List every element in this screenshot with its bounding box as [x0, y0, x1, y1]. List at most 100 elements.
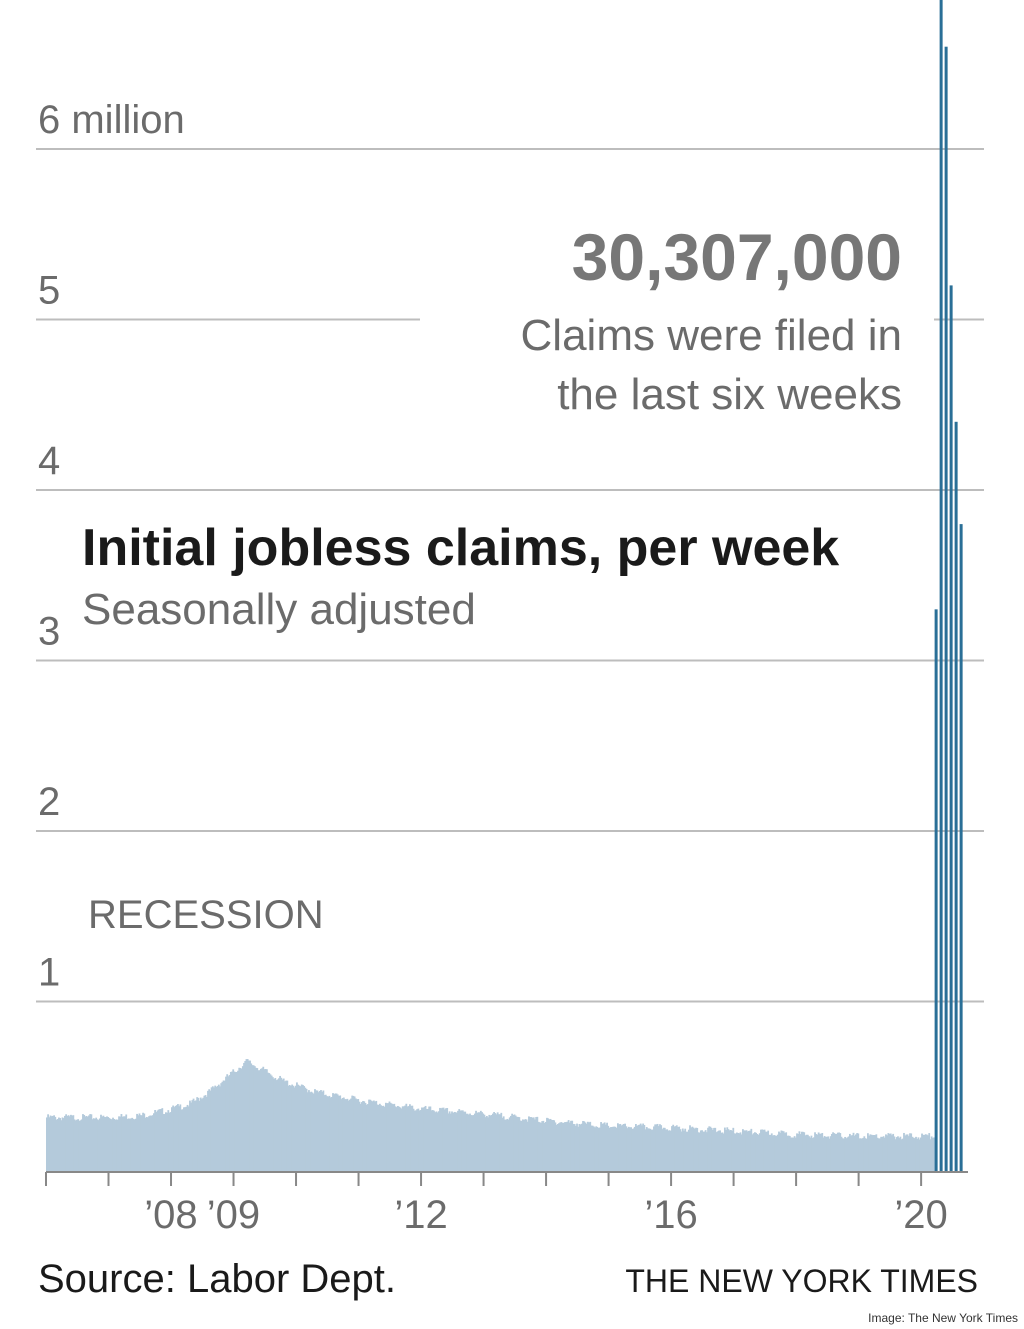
weekly-bar	[251, 1065, 254, 1172]
weekly-bar	[227, 1076, 230, 1172]
weekly-bar	[82, 1114, 84, 1172]
weekly-bar	[778, 1131, 780, 1172]
weekly-bar	[453, 1111, 456, 1172]
y-tick-label: 1	[38, 951, 60, 995]
weekly-bar	[495, 1114, 498, 1172]
weekly-bar	[785, 1132, 788, 1172]
weekly-bar	[727, 1129, 730, 1172]
weekly-bar	[323, 1095, 326, 1172]
weekly-bar	[653, 1126, 655, 1172]
weekly-bar	[150, 1115, 153, 1172]
weekly-bar	[764, 1131, 767, 1172]
weekly-bar	[297, 1084, 300, 1172]
weekly-bar	[317, 1092, 320, 1172]
weekly-bar	[228, 1075, 231, 1172]
weekly-bar	[79, 1120, 82, 1172]
weekly-bar	[406, 1106, 409, 1172]
weekly-bar	[293, 1087, 296, 1172]
weekly-bar	[441, 1107, 444, 1172]
weekly-bar	[203, 1095, 206, 1172]
weekly-bar	[324, 1094, 327, 1172]
weekly-bar	[915, 1136, 917, 1172]
weekly-bar	[540, 1122, 542, 1172]
weekly-bar	[168, 1112, 171, 1172]
weekly-bar	[321, 1091, 324, 1172]
weekly-bar	[475, 1110, 477, 1172]
weekly-bar	[394, 1106, 397, 1172]
weekly-bar	[899, 1136, 902, 1172]
weekly-bar	[835, 1133, 838, 1172]
weekly-bar	[752, 1133, 755, 1172]
weekly-bar	[455, 1112, 458, 1172]
weekly-bar	[722, 1133, 725, 1172]
weekly-bar	[804, 1135, 807, 1172]
weekly-bar	[761, 1129, 764, 1172]
weekly-bar	[660, 1125, 663, 1172]
weekly-bar	[202, 1097, 205, 1172]
weekly-bar	[592, 1126, 595, 1172]
weekly-bar	[320, 1090, 322, 1172]
weekly-bar	[360, 1102, 363, 1172]
weekly-bar	[179, 1104, 182, 1172]
weekly-bar	[177, 1104, 179, 1172]
weekly-bar	[433, 1110, 435, 1172]
weekly-bar	[572, 1123, 575, 1172]
weekly-bar	[802, 1131, 804, 1172]
weekly-bar	[590, 1125, 593, 1172]
weekly-bar	[415, 1110, 417, 1172]
weekly-bar	[445, 1108, 447, 1172]
weekly-bar	[669, 1130, 672, 1172]
weekly-bar	[803, 1132, 806, 1172]
weekly-bar	[567, 1120, 570, 1172]
weekly-bar	[797, 1133, 800, 1172]
weekly-bar	[856, 1133, 859, 1172]
weekly-bar	[576, 1123, 578, 1172]
weekly-bar	[574, 1125, 577, 1172]
weekly-bar	[376, 1104, 379, 1172]
y-tick-label: 4	[38, 439, 60, 483]
weekly-bar	[269, 1074, 272, 1172]
weekly-bar	[94, 1118, 96, 1172]
weekly-bar	[637, 1125, 640, 1172]
weekly-bar	[502, 1116, 505, 1172]
weekly-bar	[477, 1112, 480, 1172]
weekly-bar	[78, 1120, 81, 1172]
weekly-bar	[763, 1129, 766, 1172]
weekly-bar	[589, 1121, 592, 1172]
weekly-bar	[457, 1110, 459, 1172]
weekly-bar	[404, 1105, 407, 1172]
weekly-bar	[698, 1132, 701, 1172]
weekly-bar	[205, 1096, 208, 1172]
weekly-bar	[422, 1107, 425, 1172]
weekly-bar	[131, 1117, 134, 1172]
weekly-bar	[827, 1136, 830, 1172]
weekly-bar	[683, 1130, 685, 1172]
weekly-bar	[749, 1130, 752, 1172]
weekly-bar	[507, 1119, 510, 1172]
weekly-bar	[497, 1114, 500, 1172]
weekly-bar	[522, 1119, 524, 1172]
weekly-bar	[58, 1117, 60, 1172]
weekly-bar	[684, 1128, 687, 1172]
weekly-bar	[398, 1106, 401, 1172]
weekly-bar	[407, 1106, 410, 1172]
weekly-bar	[639, 1123, 642, 1172]
weekly-bar	[77, 1119, 80, 1172]
weekly-bar	[616, 1123, 619, 1172]
weekly-claims-area	[46, 1059, 935, 1172]
weekly-bar	[582, 1120, 584, 1172]
weekly-bar	[421, 1107, 423, 1172]
weekly-bar	[391, 1103, 393, 1172]
weekly-bar	[418, 1110, 421, 1172]
weekly-bar	[387, 1103, 390, 1172]
weekly-bar	[378, 1103, 381, 1172]
weekly-bar	[630, 1127, 633, 1172]
weekly-bar	[368, 1099, 370, 1172]
weekly-bar	[869, 1134, 872, 1172]
weekly-bar	[799, 1134, 802, 1172]
weekly-bar	[696, 1127, 699, 1172]
weekly-bar	[554, 1122, 557, 1172]
weekly-bar	[550, 1120, 553, 1172]
weekly-bar	[501, 1117, 504, 1172]
weekly-bar	[805, 1134, 808, 1172]
